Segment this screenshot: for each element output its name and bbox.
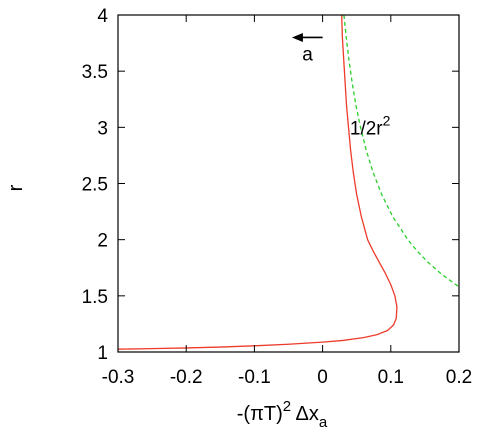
series-label-power: 2 bbox=[383, 112, 391, 128]
ticks-layer: -0.3 -0.2 -0.1 0 0.1 0.2 1 1.5 2 2.5 3 3.5 4 bbox=[82, 6, 473, 388]
x-axis-label-power: 2 bbox=[283, 398, 291, 415]
y-tick-label: 4 bbox=[97, 6, 108, 27]
x-tick-label: -0.1 bbox=[238, 367, 271, 388]
arrow-label: a bbox=[302, 44, 313, 65]
y-tick-label: 2 bbox=[97, 231, 108, 252]
x-tick-label: -0.3 bbox=[102, 367, 135, 388]
x-axis-label: -(πT)2 Δxa bbox=[237, 398, 328, 431]
y-tick-label: 3 bbox=[97, 118, 108, 139]
y-tick-label: 1.5 bbox=[82, 287, 108, 308]
series-line-2 bbox=[343, 15, 459, 288]
y-tick-label: 2.5 bbox=[82, 175, 108, 196]
y-axis-label: r bbox=[5, 184, 27, 191]
x-tick-label: 0.1 bbox=[378, 367, 404, 388]
x-tick-label: -0.2 bbox=[170, 367, 203, 388]
x-tick-label: 0.2 bbox=[446, 367, 472, 388]
arrow-head-icon bbox=[291, 32, 303, 42]
x-axis-label-subscript: a bbox=[319, 414, 328, 431]
x-axis-label-delta: Δx bbox=[291, 403, 319, 425]
y-tick-label: 3.5 bbox=[82, 62, 108, 83]
x-axis-label-main: -(πT) bbox=[237, 403, 283, 425]
series-layer bbox=[118, 15, 459, 350]
y-tick-label: 1 bbox=[97, 343, 108, 364]
series-label-base: 1/2r bbox=[350, 118, 383, 139]
annotation-layer: 1/2r2 a bbox=[291, 32, 391, 139]
x-tick-label: 0 bbox=[317, 367, 328, 388]
series-label-2: 1/2r2 bbox=[350, 112, 391, 139]
series-line-1 bbox=[118, 15, 398, 350]
plot-frame bbox=[117, 14, 460, 353]
